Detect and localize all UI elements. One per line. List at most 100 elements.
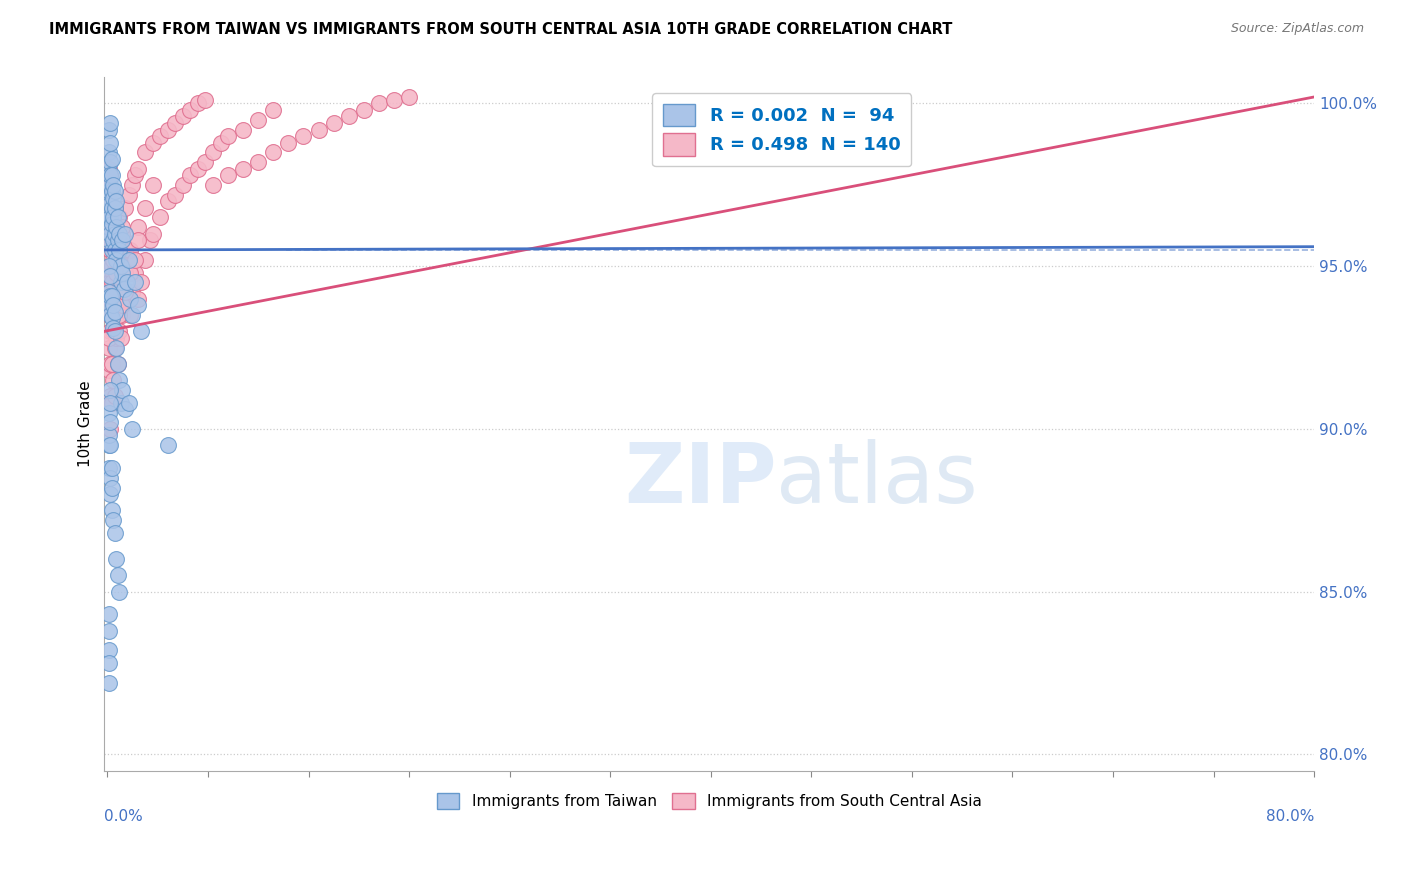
Point	[100, 227, 122, 241]
Point	[117, 252, 139, 267]
Point	[217, 128, 239, 143]
Point	[104, 243, 127, 257]
Point	[172, 178, 194, 192]
Point	[108, 308, 131, 322]
Point	[194, 155, 217, 169]
Point	[129, 276, 152, 290]
Point	[353, 103, 375, 117]
Point	[100, 220, 122, 235]
Point	[97, 406, 120, 420]
Point	[97, 285, 120, 300]
Point	[124, 168, 146, 182]
Point	[103, 298, 125, 312]
Point	[97, 341, 120, 355]
Point	[105, 341, 128, 355]
Point	[114, 402, 136, 417]
Point	[110, 259, 132, 273]
Point	[105, 220, 128, 235]
Point	[103, 211, 125, 225]
Point	[101, 243, 124, 257]
Point	[104, 201, 127, 215]
Point	[118, 292, 141, 306]
Point	[100, 211, 122, 225]
Point	[172, 110, 194, 124]
Point	[107, 357, 129, 371]
Point	[107, 292, 129, 306]
Point	[103, 233, 125, 247]
Point	[97, 185, 120, 199]
Point	[103, 324, 125, 338]
Point	[121, 308, 143, 322]
Point	[97, 187, 120, 202]
Point	[308, 122, 330, 136]
Point	[97, 145, 120, 160]
Point	[101, 481, 124, 495]
Point	[247, 155, 270, 169]
Point	[111, 266, 134, 280]
Point	[134, 252, 156, 267]
Point	[108, 324, 131, 338]
Point	[108, 227, 131, 241]
Point	[111, 220, 134, 235]
Point	[97, 122, 120, 136]
Point	[104, 233, 127, 247]
Text: Source: ZipAtlas.com: Source: ZipAtlas.com	[1230, 22, 1364, 36]
Point	[97, 165, 120, 179]
Point	[104, 324, 127, 338]
Point	[247, 112, 270, 127]
Point	[97, 178, 120, 192]
Point	[187, 96, 209, 111]
Point	[105, 252, 128, 267]
Point	[97, 220, 120, 235]
Point	[100, 243, 122, 257]
Point	[111, 298, 134, 312]
Point	[117, 396, 139, 410]
Point	[100, 116, 122, 130]
Point	[97, 331, 120, 345]
Point	[100, 471, 122, 485]
Point	[104, 227, 127, 241]
Text: 0.0%: 0.0%	[104, 809, 143, 824]
Point	[127, 161, 149, 176]
Point	[104, 266, 127, 280]
Point	[134, 145, 156, 160]
Point	[100, 357, 122, 371]
Point	[337, 110, 360, 124]
Point	[127, 298, 149, 312]
Point	[107, 357, 129, 371]
Point	[179, 168, 201, 182]
Point	[104, 243, 127, 257]
Point	[115, 292, 138, 306]
Point	[108, 584, 131, 599]
Point	[108, 243, 131, 257]
Point	[149, 211, 172, 225]
Point	[103, 178, 125, 192]
Point	[129, 324, 152, 338]
Point	[110, 331, 132, 345]
Point	[101, 357, 124, 371]
Point	[108, 233, 131, 247]
Point	[101, 211, 124, 225]
Point	[111, 227, 134, 241]
Point	[232, 161, 254, 176]
Point	[121, 285, 143, 300]
Point	[217, 168, 239, 182]
Point	[97, 259, 120, 273]
Point	[118, 243, 141, 257]
Point	[156, 122, 179, 136]
Point	[101, 233, 124, 247]
Point	[101, 185, 124, 199]
Point	[382, 93, 405, 107]
Y-axis label: 10th Grade: 10th Grade	[79, 381, 93, 467]
Point	[100, 288, 122, 302]
Point	[100, 201, 122, 215]
Point	[127, 220, 149, 235]
Point	[156, 438, 179, 452]
Point	[277, 136, 299, 150]
Point	[108, 373, 131, 387]
Point	[105, 552, 128, 566]
Point	[121, 178, 143, 192]
Point	[101, 227, 124, 241]
Text: IMMIGRANTS FROM TAIWAN VS IMMIGRANTS FROM SOUTH CENTRAL ASIA 10TH GRADE CORRELAT: IMMIGRANTS FROM TAIWAN VS IMMIGRANTS FRO…	[49, 22, 953, 37]
Point	[111, 383, 134, 397]
